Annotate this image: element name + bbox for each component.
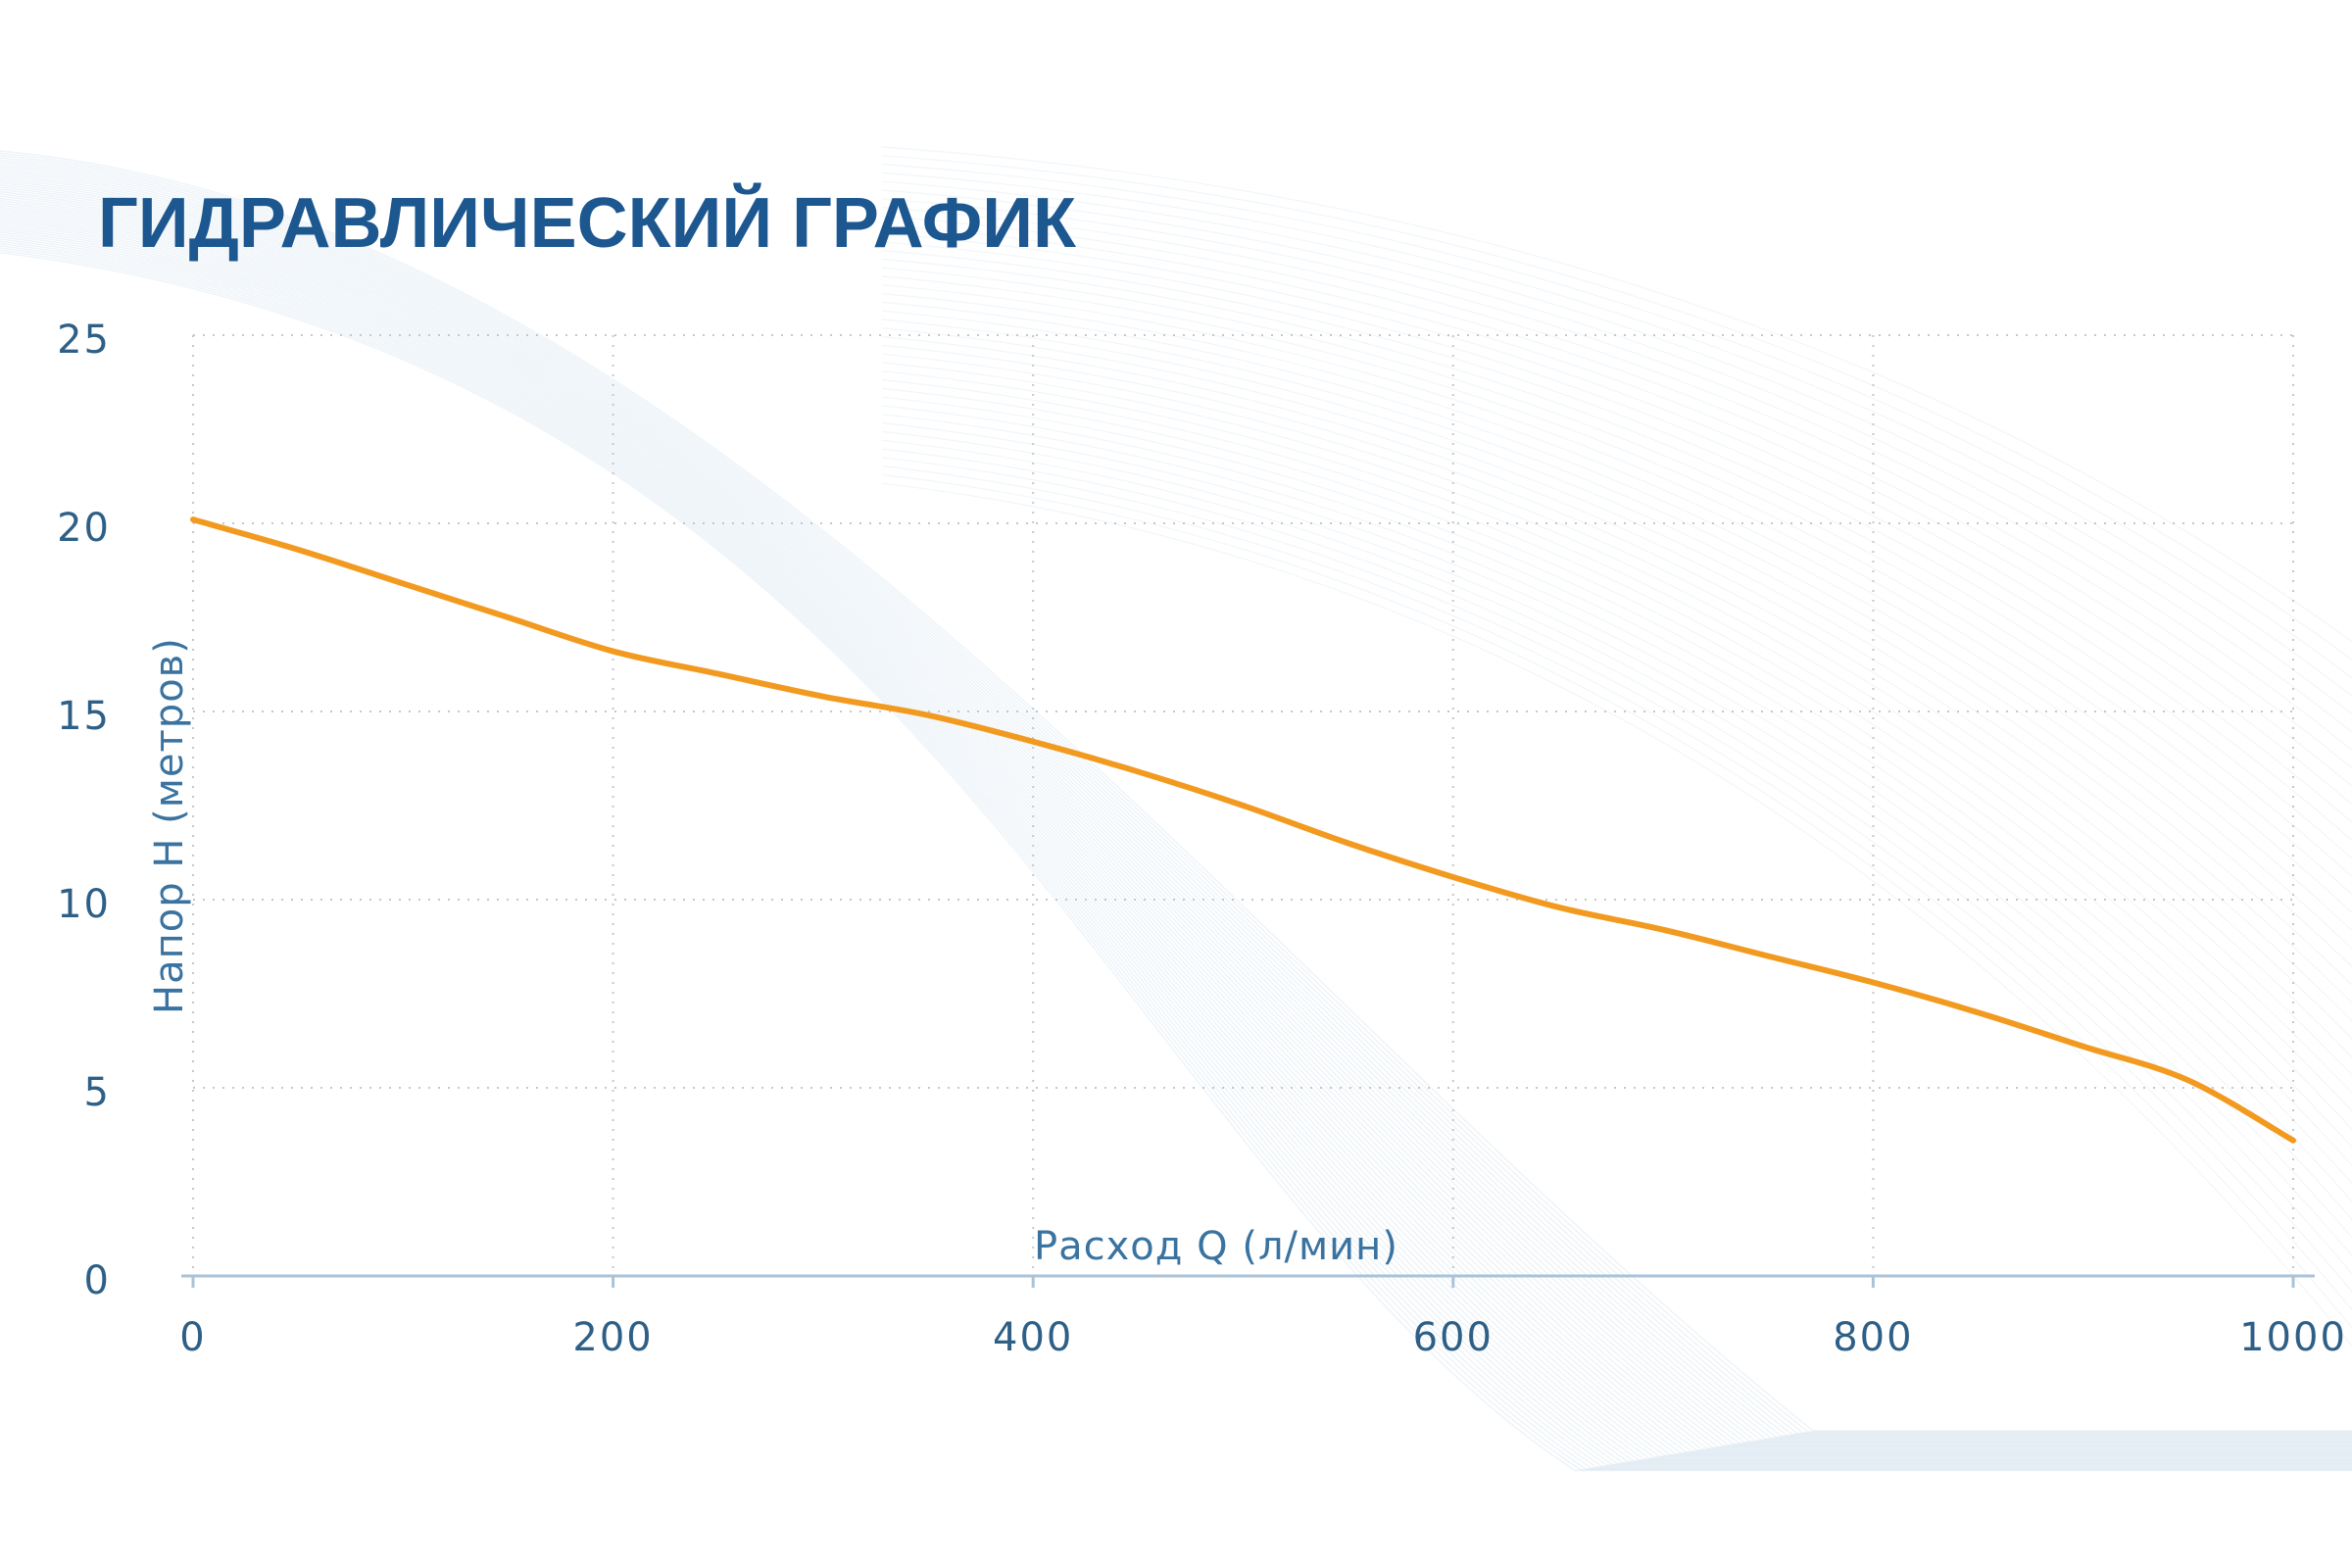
x-tick-label: 800 — [1833, 1315, 1913, 1360]
y-tick-label: 20 — [57, 506, 111, 551]
background-wave-pattern — [0, 146, 2352, 1472]
curves — [190, 516, 2296, 1144]
axes: 0 200 400 600 800 1000 0 5 10 15 20 25 — [57, 318, 2347, 1360]
x-tick-label: 1000 — [2239, 1315, 2347, 1360]
x-tick-label: 0 — [179, 1315, 206, 1360]
y-tick-label: 25 — [57, 318, 111, 363]
chart-title: ГИДРАВЛИЧЕСКИЙ ГРАФИК — [98, 182, 1077, 263]
y-tick-label: 5 — [84, 1070, 111, 1115]
x-tick-label: 200 — [572, 1315, 653, 1360]
y-tick-label: 10 — [57, 882, 111, 927]
y-tick-label: 0 — [84, 1258, 111, 1303]
x-tick-label: 600 — [1413, 1315, 1494, 1360]
x-axis-label: Расход Q (л/мин) — [1034, 1224, 1398, 1269]
y-tick-label: 15 — [57, 694, 111, 739]
chart-text: ГИДРАВЛИЧЕСКИЙ ГРАФИК Расход Q (л/мин) Н… — [98, 182, 1398, 1269]
x-tick-label: 400 — [993, 1315, 1073, 1360]
y-axis-label: Напор H (метров) — [147, 637, 192, 1014]
pump-curve-line-0 — [190, 516, 2296, 1144]
grid — [192, 334, 2294, 1276]
